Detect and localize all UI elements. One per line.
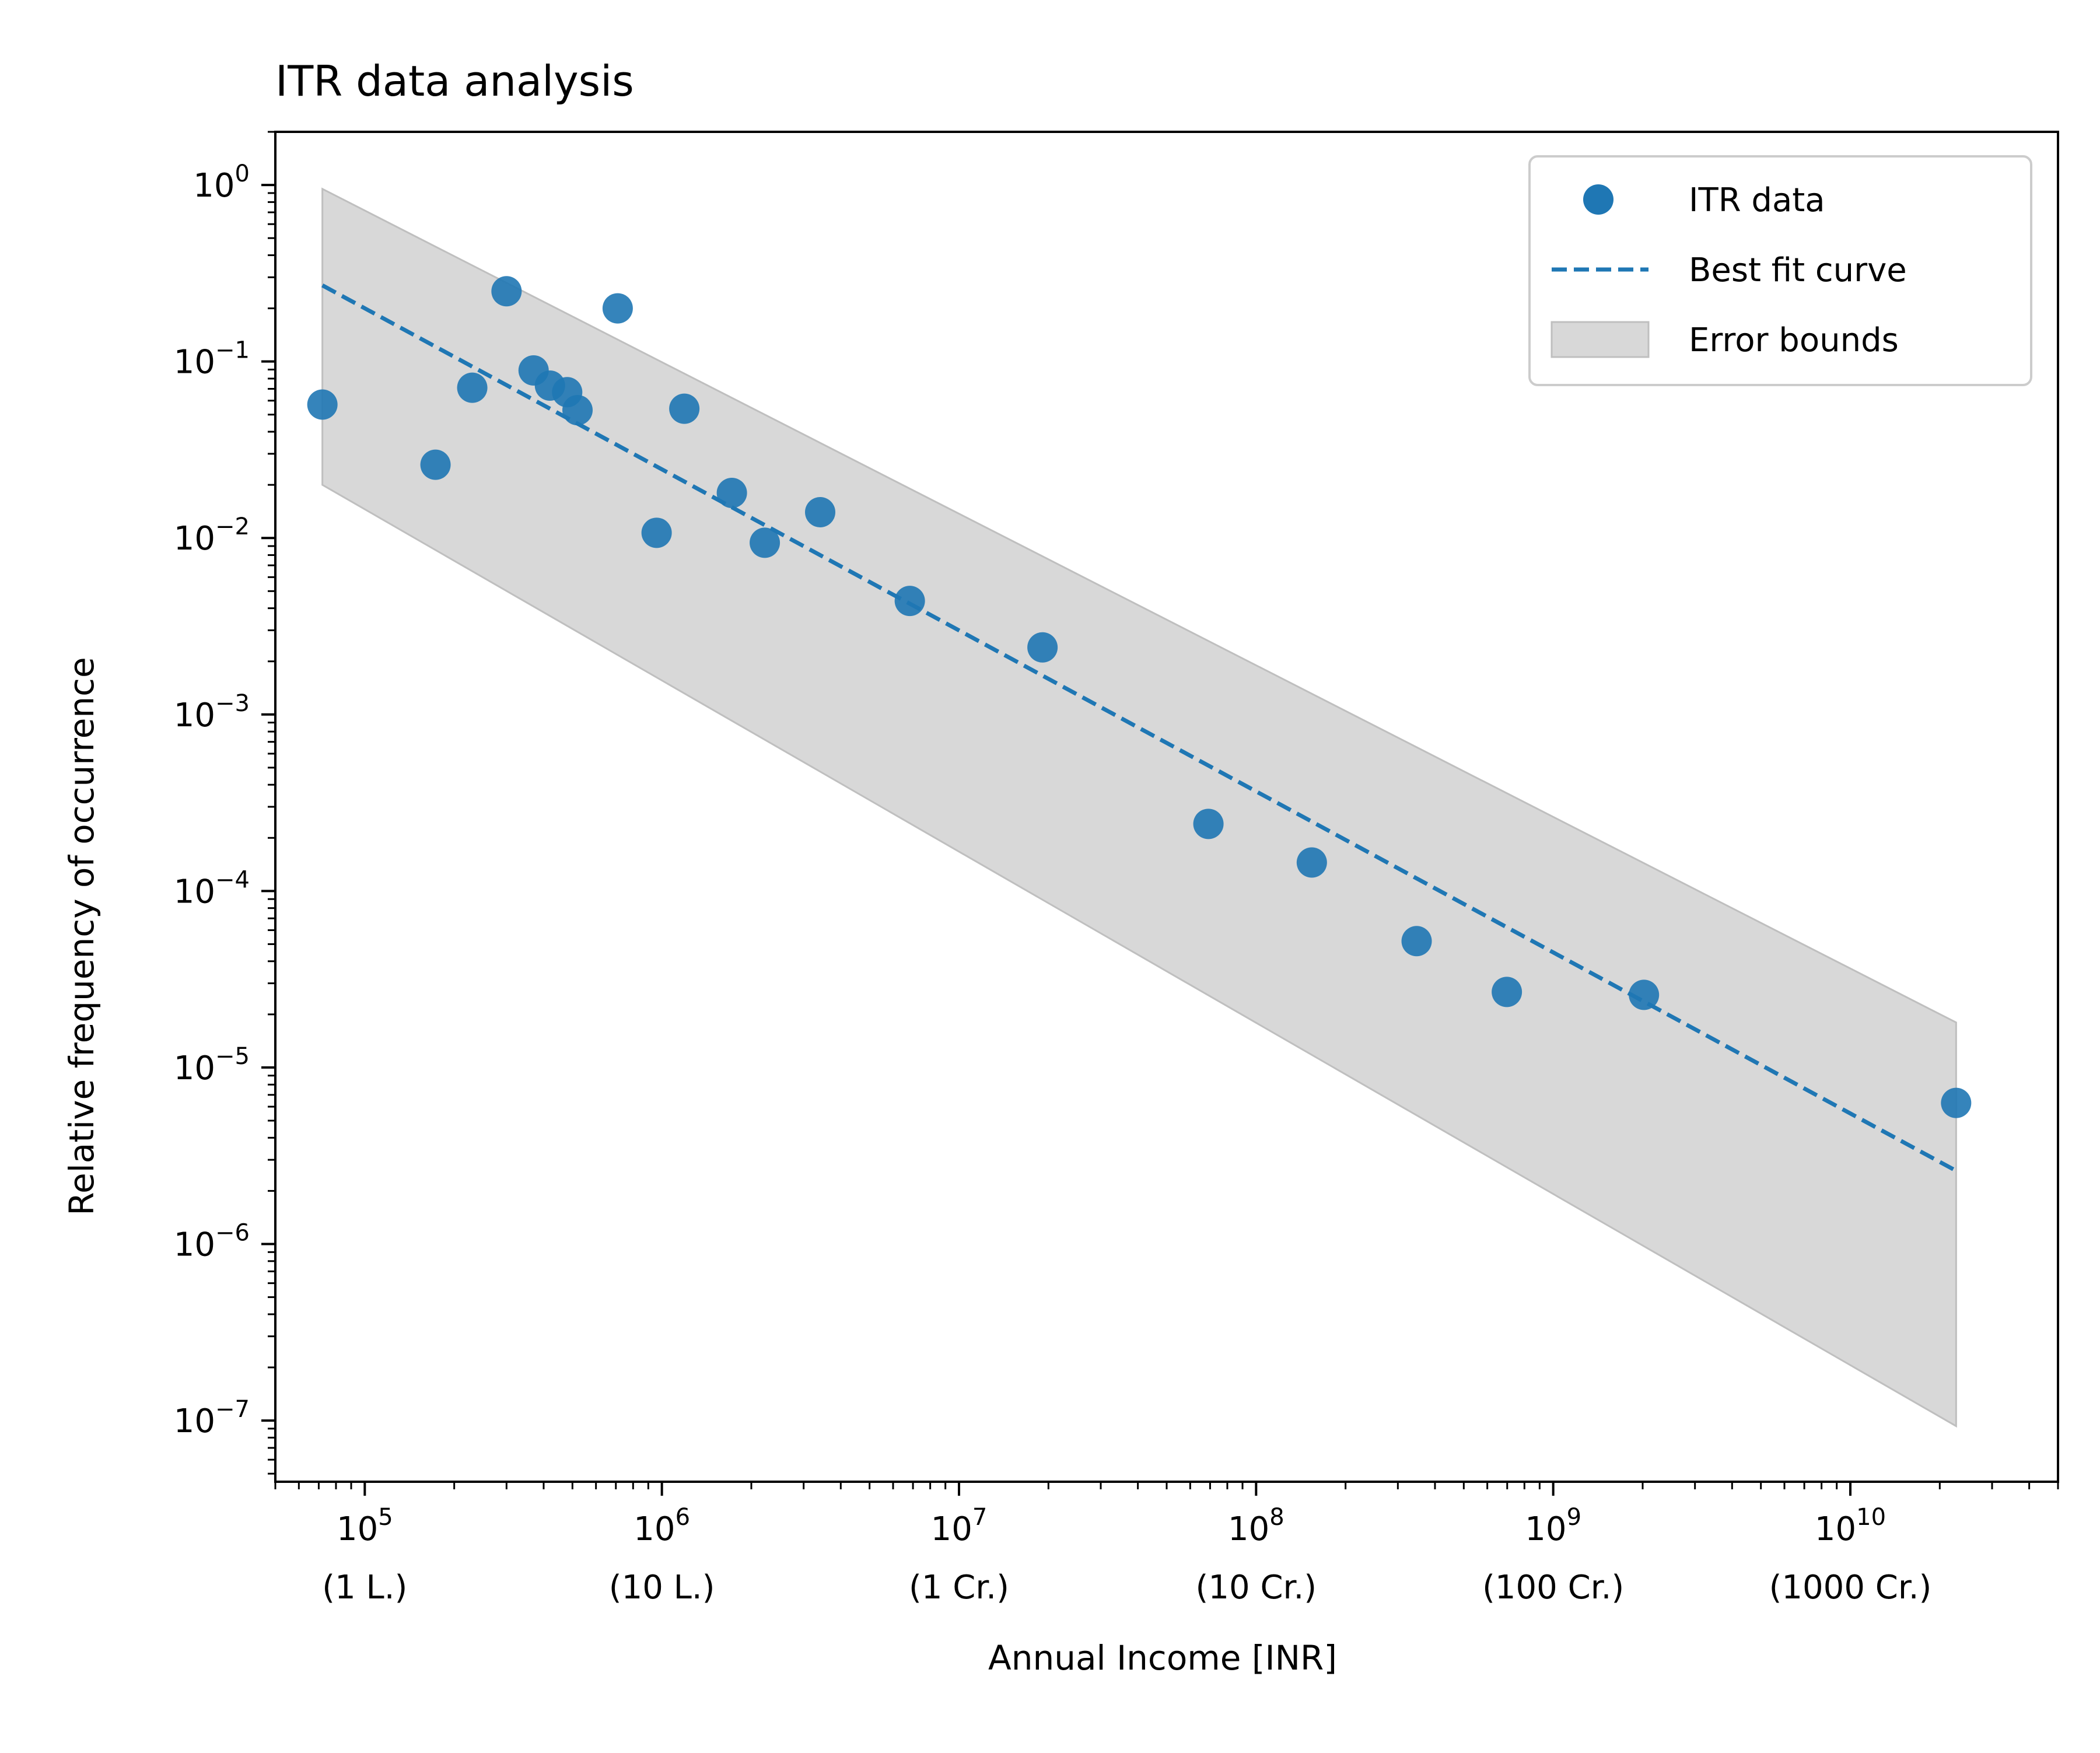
legend-label-error-bounds: Error bounds	[1689, 321, 1899, 359]
data-point	[641, 517, 672, 548]
legend-frame	[1528, 155, 2032, 386]
data-point	[1492, 977, 1522, 1007]
y-axis-title: Relative frequency of occurrence	[62, 657, 102, 1215]
data-point	[669, 393, 700, 424]
y-tick-label: 10−6	[174, 1220, 250, 1264]
data-point	[1193, 809, 1224, 839]
x-tick-label: 106	[634, 1504, 690, 1548]
legend-marker-itr-data	[1583, 184, 1614, 215]
x-tick-sublabel: (10 Cr.)	[1196, 1569, 1317, 1607]
x-tick-sublabel: (1 Cr.)	[909, 1569, 1009, 1607]
data-point	[1027, 632, 1058, 663]
axes-layer: 105 (1 L.) 106 (10 L.) 107 (1 Cr.) 108 (10 Cr.)…	[174, 131, 2059, 1607]
y-tick-label: 10−5	[174, 1043, 250, 1087]
x-tick-sublabel: (1000 Cr.)	[1769, 1569, 1932, 1607]
data-point	[716, 477, 747, 508]
y-tick-label: 10−2	[174, 513, 250, 558]
data-point	[894, 586, 925, 617]
y-tick-label: 10−1	[174, 337, 250, 382]
legend-label-best-fit: Best fit curve	[1689, 251, 1907, 289]
y-tick-label: 10−7	[174, 1396, 250, 1440]
x-tick-sublabel: (10 L.)	[609, 1569, 715, 1607]
y-tick-label: 10−3	[174, 690, 250, 734]
x-tick-label: 1010	[1815, 1504, 1886, 1548]
data-point	[562, 395, 593, 426]
y-tick-label: 100	[193, 160, 250, 205]
legend-marker-error-bounds	[1550, 321, 1650, 358]
data-point	[602, 293, 633, 324]
legend: ITR data Best fit curve Error bounds	[1528, 155, 2032, 386]
x-tick-label: 105	[337, 1504, 393, 1548]
chart-title: ITR data analysis	[275, 57, 634, 106]
data-point	[805, 497, 836, 528]
x-tick-label: 107	[931, 1504, 988, 1548]
data-point	[750, 527, 780, 558]
data-point	[420, 449, 451, 480]
data-point	[1401, 926, 1432, 957]
y-tick-label: 10−4	[174, 866, 250, 911]
data-point	[1296, 847, 1327, 878]
data-point	[307, 389, 338, 420]
data-point	[457, 372, 488, 403]
x-axis-title: Annual Income [INR]	[988, 1638, 1337, 1678]
data-point	[491, 276, 522, 307]
data-point	[1629, 979, 1660, 1010]
x-tick-label: 108	[1228, 1504, 1284, 1548]
x-tick-label: 109	[1525, 1504, 1581, 1548]
x-tick-sublabel: (1 L.)	[322, 1569, 407, 1607]
points-layer	[307, 276, 1972, 1118]
x-tick-sublabel: (100 Cr.)	[1482, 1569, 1624, 1607]
legend-label-itr-data: ITR data	[1689, 181, 1825, 219]
data-point	[1941, 1087, 1972, 1118]
